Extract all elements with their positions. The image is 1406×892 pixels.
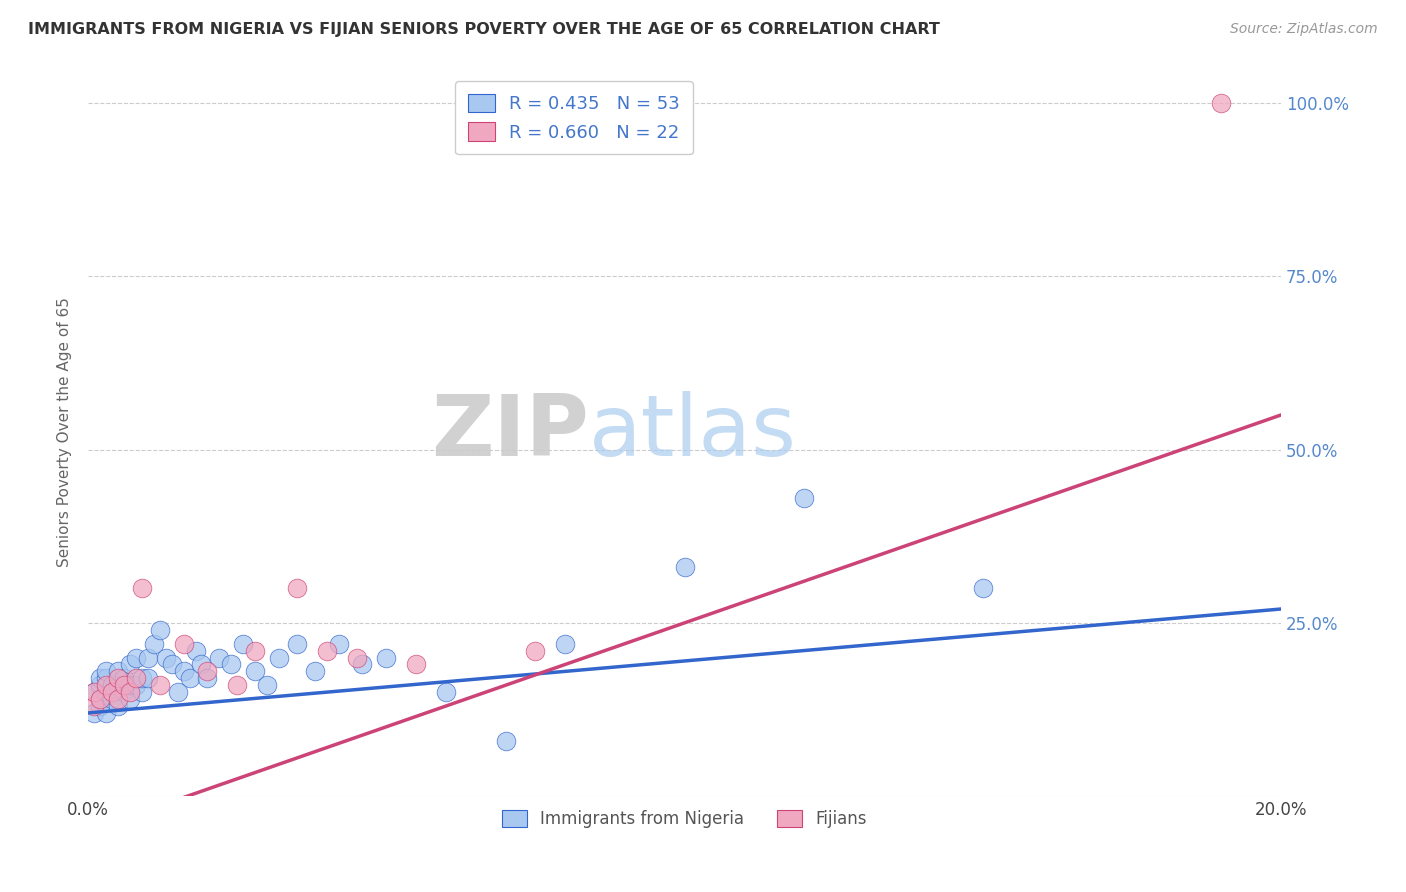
- Point: [179, 671, 201, 685]
- Point: [285, 581, 308, 595]
- Point: [375, 650, 398, 665]
- Point: [243, 665, 266, 679]
- Point: [101, 685, 124, 699]
- Point: [142, 637, 165, 651]
- Point: [112, 685, 135, 699]
- Point: [107, 671, 129, 685]
- Point: [673, 560, 696, 574]
- Point: [243, 643, 266, 657]
- Point: [328, 637, 350, 651]
- Point: [107, 698, 129, 713]
- Point: [94, 685, 117, 699]
- Point: [112, 671, 135, 685]
- Point: [304, 665, 326, 679]
- Text: atlas: atlas: [589, 391, 797, 474]
- Point: [434, 685, 457, 699]
- Point: [155, 650, 177, 665]
- Point: [197, 671, 219, 685]
- Point: [125, 650, 148, 665]
- Point: [89, 698, 111, 713]
- Point: [131, 581, 153, 595]
- Point: [112, 678, 135, 692]
- Point: [495, 733, 517, 747]
- Point: [118, 657, 141, 672]
- Point: [524, 643, 547, 657]
- Point: [166, 685, 188, 699]
- Point: [184, 643, 207, 657]
- Point: [232, 637, 254, 651]
- Point: [94, 706, 117, 720]
- Point: [793, 491, 815, 505]
- Point: [136, 671, 159, 685]
- Point: [131, 685, 153, 699]
- Point: [221, 657, 243, 672]
- Point: [285, 637, 308, 651]
- Legend: Immigrants from Nigeria, Fijians: Immigrants from Nigeria, Fijians: [495, 804, 875, 835]
- Point: [125, 678, 148, 692]
- Text: Source: ZipAtlas.com: Source: ZipAtlas.com: [1230, 22, 1378, 37]
- Point: [107, 678, 129, 692]
- Text: IMMIGRANTS FROM NIGERIA VS FIJIAN SENIORS POVERTY OVER THE AGE OF 65 CORRELATION: IMMIGRANTS FROM NIGERIA VS FIJIAN SENIOR…: [28, 22, 941, 37]
- Y-axis label: Seniors Poverty Over the Age of 65: Seniors Poverty Over the Age of 65: [58, 297, 72, 567]
- Text: ZIP: ZIP: [432, 391, 589, 474]
- Point: [173, 637, 195, 651]
- Point: [101, 678, 124, 692]
- Point: [118, 685, 141, 699]
- Point: [554, 637, 576, 651]
- Point: [107, 692, 129, 706]
- Point: [94, 671, 117, 685]
- Point: [89, 692, 111, 706]
- Point: [149, 678, 172, 692]
- Point: [149, 623, 172, 637]
- Point: [352, 657, 374, 672]
- Point: [101, 692, 124, 706]
- Point: [107, 665, 129, 679]
- Point: [94, 678, 117, 692]
- Point: [197, 665, 219, 679]
- Point: [89, 671, 111, 685]
- Point: [226, 678, 249, 692]
- Point: [267, 650, 290, 665]
- Point: [94, 665, 117, 679]
- Point: [89, 692, 111, 706]
- Point: [256, 678, 278, 692]
- Point: [160, 657, 183, 672]
- Point: [173, 665, 195, 679]
- Point: [190, 657, 212, 672]
- Point: [1211, 96, 1233, 111]
- Point: [315, 643, 337, 657]
- Point: [131, 671, 153, 685]
- Point: [346, 650, 368, 665]
- Point: [208, 650, 231, 665]
- Point: [118, 678, 141, 692]
- Point: [83, 685, 105, 699]
- Point: [83, 685, 105, 699]
- Point: [89, 678, 111, 692]
- Point: [83, 698, 105, 713]
- Point: [118, 692, 141, 706]
- Point: [405, 657, 427, 672]
- Point: [125, 671, 148, 685]
- Point: [136, 650, 159, 665]
- Point: [83, 706, 105, 720]
- Point: [972, 581, 994, 595]
